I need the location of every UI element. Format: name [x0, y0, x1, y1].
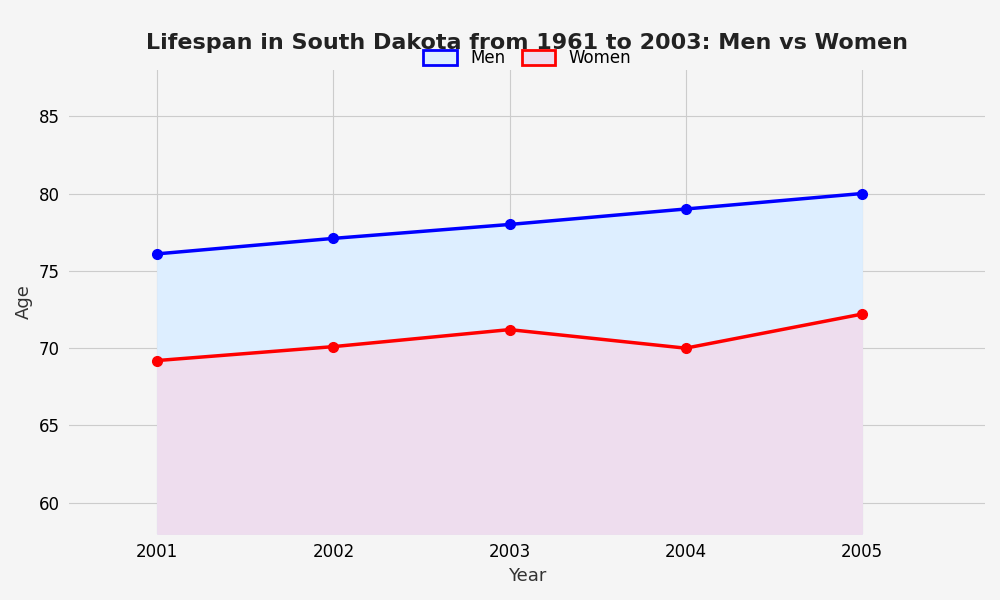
Men: [151, 250, 163, 257]
Y-axis label: Age: Age: [15, 284, 33, 319]
Women: [151, 357, 163, 364]
Line: Women: Women: [152, 309, 867, 365]
Men: [680, 205, 692, 212]
Women: [856, 311, 868, 318]
X-axis label: Year: Year: [508, 567, 546, 585]
Men: [327, 235, 339, 242]
Line: Men: Men: [152, 188, 867, 259]
Men: [504, 221, 516, 228]
Women: [504, 326, 516, 333]
Women: [327, 343, 339, 350]
Title: Lifespan in South Dakota from 1961 to 2003: Men vs Women: Lifespan in South Dakota from 1961 to 20…: [146, 33, 908, 53]
Women: [680, 344, 692, 352]
Men: [856, 190, 868, 197]
Legend: Men, Women: Men, Women: [415, 41, 639, 76]
